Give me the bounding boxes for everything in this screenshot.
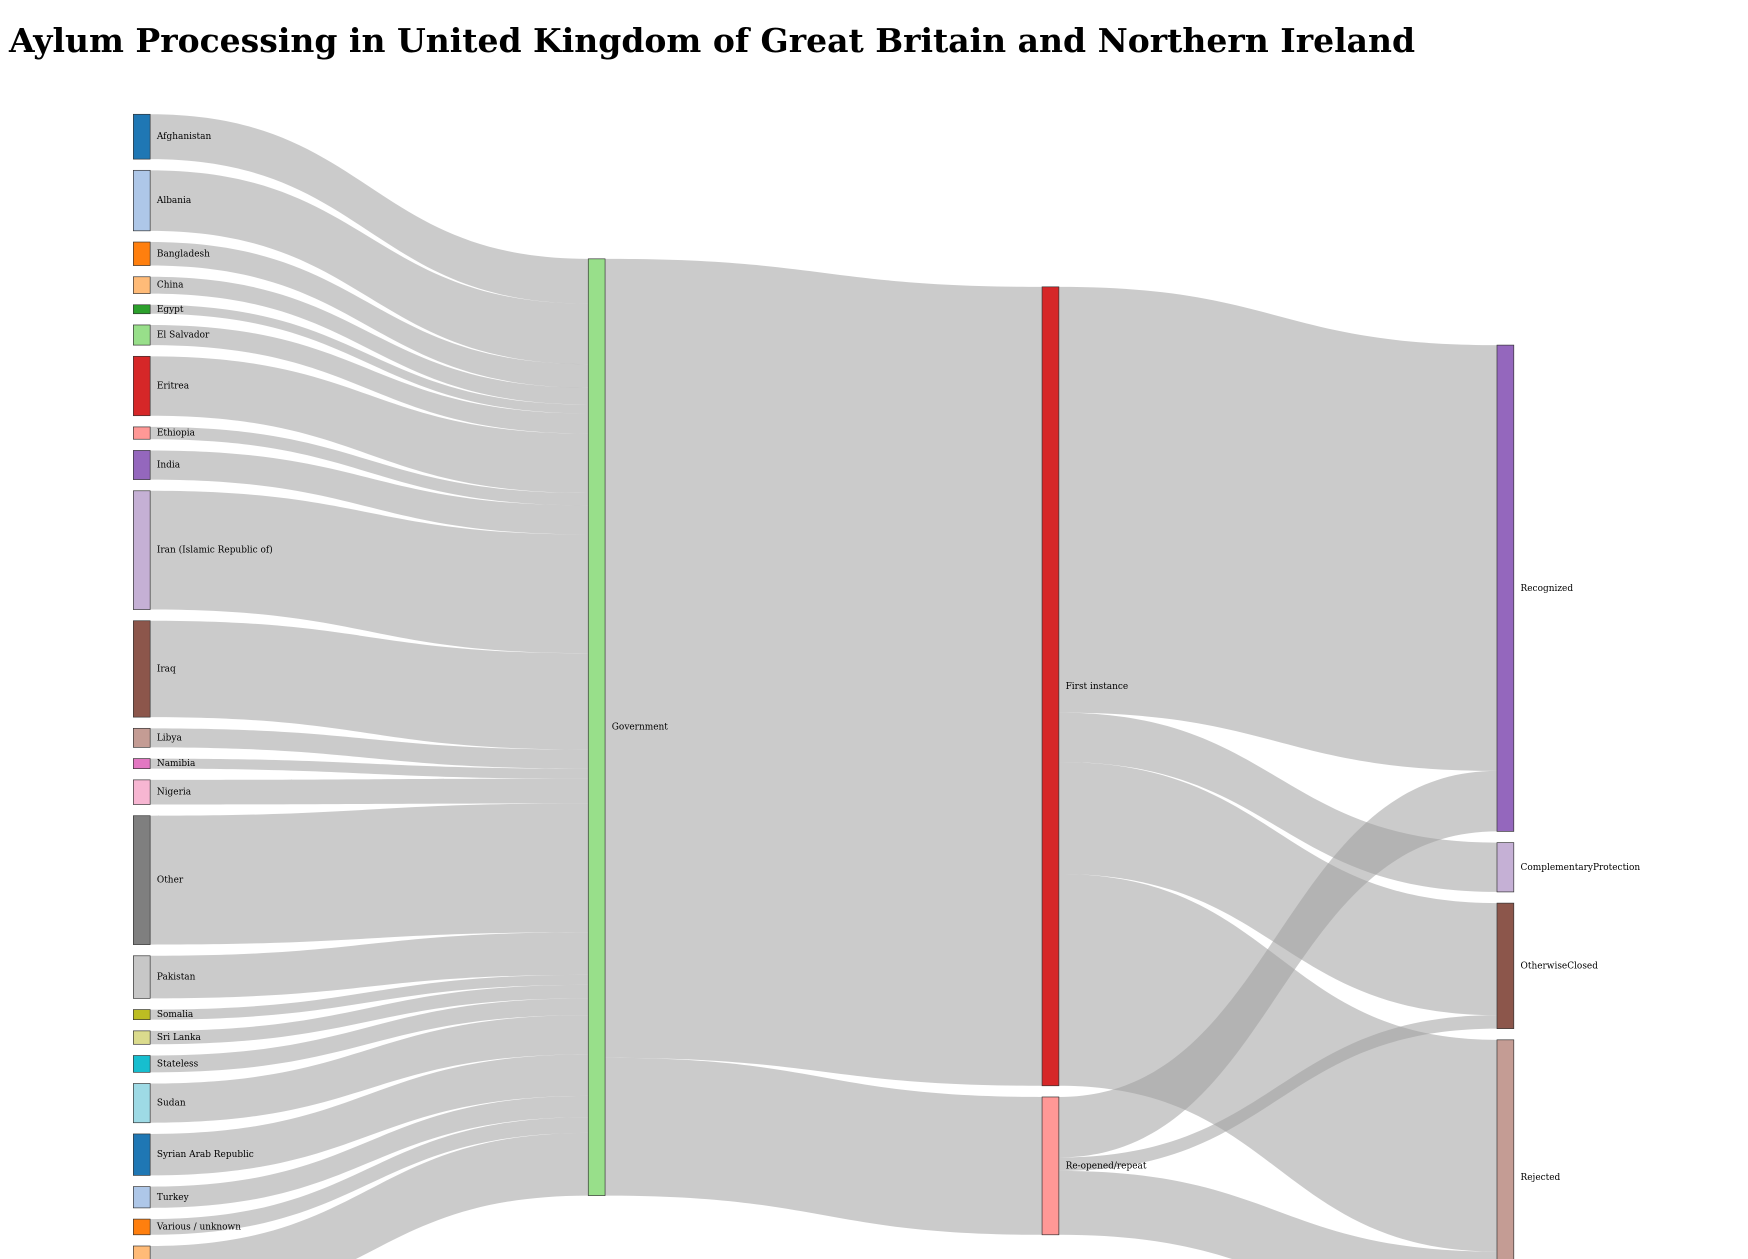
link xyxy=(605,1057,1043,1235)
link xyxy=(150,304,589,414)
node xyxy=(1041,1096,1060,1236)
nodes: Afghanistan Albania Bangladesh China Egypt El… xyxy=(133,113,1641,1259)
node-label: Stateless xyxy=(157,1059,199,1069)
link xyxy=(1058,1015,1497,1171)
link xyxy=(150,426,589,506)
node-label: First instance xyxy=(1066,682,1129,692)
node xyxy=(133,276,151,294)
node-label: Nigeria xyxy=(157,788,192,798)
link xyxy=(1058,770,1497,1158)
link xyxy=(150,984,589,1045)
node xyxy=(133,490,151,610)
node-label: India xyxy=(157,461,181,471)
node-label: Pakistan xyxy=(157,973,196,983)
link xyxy=(150,242,589,388)
node xyxy=(133,620,151,718)
node-label: Syrian Arab Republic xyxy=(157,1150,254,1160)
node-label: Turkey xyxy=(157,1193,190,1203)
link xyxy=(150,1054,589,1176)
link xyxy=(150,356,589,494)
node-label: Namibia xyxy=(157,759,196,769)
node xyxy=(133,304,151,315)
node xyxy=(133,1245,151,1259)
node xyxy=(133,758,151,769)
node xyxy=(133,450,151,480)
link xyxy=(150,1095,589,1208)
link xyxy=(150,490,589,654)
node-label: Afghanistan xyxy=(156,132,212,142)
node-label: Bangladesh xyxy=(157,249,210,259)
link xyxy=(1058,873,1497,1252)
node-label: El Salvador xyxy=(157,331,210,341)
node-label: OtherwiseClosed xyxy=(1521,961,1599,971)
node-label: Eritrea xyxy=(157,382,190,392)
link xyxy=(1058,286,1497,771)
node xyxy=(133,1186,151,1209)
link xyxy=(1058,1170,1497,1259)
node-label: Libya xyxy=(157,733,183,743)
link xyxy=(1058,761,1497,1016)
node xyxy=(133,355,151,417)
node xyxy=(133,1055,151,1073)
link xyxy=(150,778,589,805)
sankey: Afghanistan Albania Bangladesh China Egypt El… xyxy=(133,113,1641,1259)
node-label: Recognized xyxy=(1521,584,1574,594)
node-label: Albania xyxy=(156,196,192,206)
link xyxy=(150,1117,589,1235)
node xyxy=(133,955,151,999)
node-label: Re-opened/repeat xyxy=(1066,1161,1147,1171)
link xyxy=(150,728,589,769)
node xyxy=(133,113,151,160)
node-label: Ethiopia xyxy=(157,429,196,439)
node xyxy=(133,426,151,440)
link xyxy=(150,276,589,405)
links xyxy=(150,114,1497,1259)
link xyxy=(150,620,589,750)
link xyxy=(150,998,589,1073)
node-label: Iran (Islamic Republic of) xyxy=(157,545,273,556)
node xyxy=(133,241,151,266)
node xyxy=(133,1218,151,1236)
node xyxy=(1041,286,1060,1087)
node xyxy=(587,258,606,1196)
chart-title: Aylum Processing in United Kingdom of Gr… xyxy=(8,21,1415,60)
node xyxy=(133,727,151,748)
node-label: ComplementaryProtection xyxy=(1521,863,1641,873)
node-label: Iraq xyxy=(157,664,176,674)
node xyxy=(133,1083,151,1124)
node xyxy=(133,324,151,346)
node-label: Government xyxy=(612,723,668,733)
node-label: Other xyxy=(157,876,184,886)
link xyxy=(150,803,589,945)
link xyxy=(150,758,589,779)
node xyxy=(133,1030,151,1045)
link xyxy=(150,974,589,1020)
node-label: Various / unknown xyxy=(156,1222,241,1232)
link xyxy=(150,932,589,999)
node xyxy=(133,1133,151,1176)
link xyxy=(150,1132,589,1259)
node-label: Rejected xyxy=(1521,1173,1561,1183)
node-label: Somalia xyxy=(157,1010,194,1020)
node-label: Sudan xyxy=(157,1099,186,1109)
node xyxy=(1496,344,1515,832)
link xyxy=(150,450,589,535)
node xyxy=(133,815,151,945)
link xyxy=(150,170,589,365)
link xyxy=(150,1015,589,1123)
node xyxy=(1496,1039,1515,1259)
node xyxy=(1496,902,1515,1029)
node xyxy=(133,1009,151,1020)
node-label: Egypt xyxy=(157,305,184,315)
link xyxy=(150,324,589,434)
node xyxy=(133,779,151,805)
node-label: China xyxy=(157,281,184,291)
node-label: Sri Lanka xyxy=(157,1033,202,1043)
node xyxy=(133,169,151,232)
link xyxy=(150,114,589,304)
link xyxy=(605,258,1043,1086)
node xyxy=(1496,842,1515,893)
